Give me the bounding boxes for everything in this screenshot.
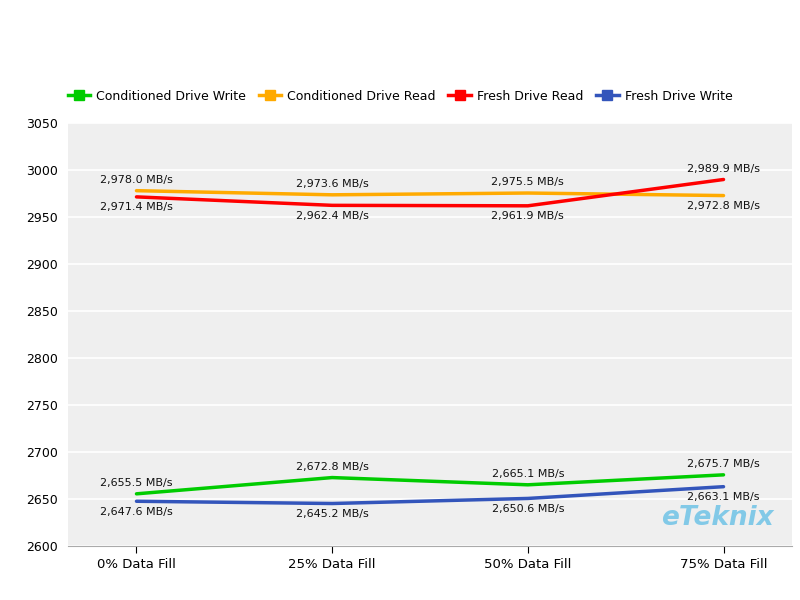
Text: 2,973.6 MB/s: 2,973.6 MB/s bbox=[296, 179, 369, 189]
Text: 2,962.4 MB/s: 2,962.4 MB/s bbox=[296, 211, 369, 221]
Text: 2,663.1 MB/s: 2,663.1 MB/s bbox=[687, 492, 760, 502]
Legend: Conditioned Drive Write, Conditioned Drive Read, Fresh Drive Read, Fresh Drive W: Conditioned Drive Write, Conditioned Dri… bbox=[67, 89, 733, 103]
Text: 2,647.6 MB/s: 2,647.6 MB/s bbox=[100, 507, 173, 517]
Text: 2,971.4 MB/s: 2,971.4 MB/s bbox=[100, 202, 173, 212]
Text: 2,655.5 MB/s: 2,655.5 MB/s bbox=[100, 478, 173, 488]
Text: 2,978.0 MB/s: 2,978.0 MB/s bbox=[100, 175, 173, 185]
Text: 2,645.2 MB/s: 2,645.2 MB/s bbox=[296, 509, 369, 519]
Text: 2,650.6 MB/s: 2,650.6 MB/s bbox=[491, 504, 564, 514]
Text: 2,989.9 MB/s: 2,989.9 MB/s bbox=[687, 164, 760, 174]
Text: eTeknix: eTeknix bbox=[662, 505, 774, 531]
Text: 2,961.9 MB/s: 2,961.9 MB/s bbox=[491, 211, 564, 221]
Text: Western Digital WD Black M.2 NVMe SSD - 1TB: Western Digital WD Black M.2 NVMe SSD - … bbox=[90, 13, 710, 37]
Text: 2,665.1 MB/s: 2,665.1 MB/s bbox=[491, 469, 564, 479]
Text: 2,972.8 MB/s: 2,972.8 MB/s bbox=[687, 201, 760, 211]
Text: AS SSD Benchmark - Sequential Performance in MB/s (Higher is Better): AS SSD Benchmark - Sequential Performanc… bbox=[153, 47, 647, 61]
Text: 2,975.5 MB/s: 2,975.5 MB/s bbox=[491, 178, 564, 187]
Text: 2,672.8 MB/s: 2,672.8 MB/s bbox=[296, 462, 369, 472]
Text: 2,675.7 MB/s: 2,675.7 MB/s bbox=[687, 459, 760, 469]
